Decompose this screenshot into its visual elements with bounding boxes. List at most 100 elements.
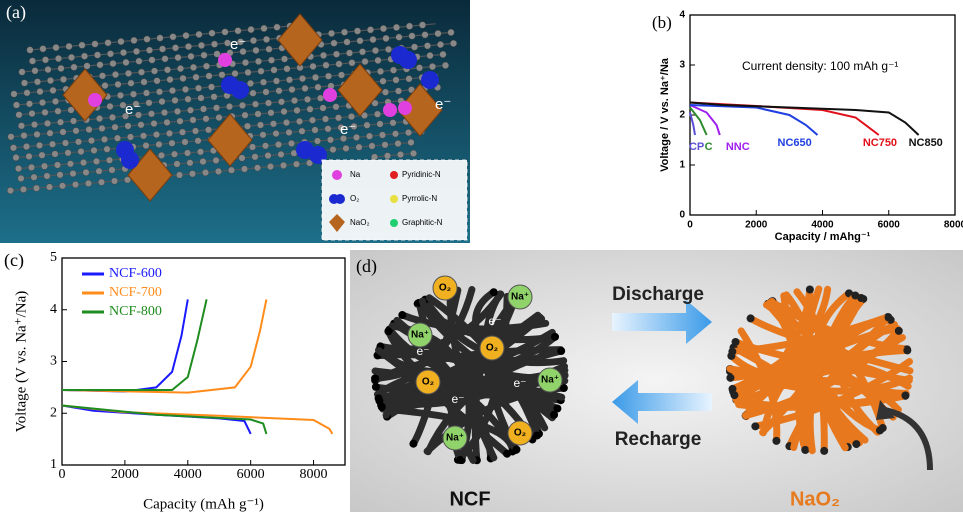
carbon-atom	[23, 89, 31, 97]
carbon-atom	[381, 88, 390, 96]
carbon-atom	[169, 33, 177, 41]
carbon-atom	[79, 159, 88, 167]
carbon-atom	[77, 148, 85, 156]
fiber-end	[409, 439, 418, 448]
carbon-atom	[168, 139, 176, 147]
nao2-crystal	[337, 63, 383, 117]
carbon-atom	[350, 122, 358, 130]
carbon-atom	[145, 99, 153, 107]
ncf-label: NCF	[449, 488, 490, 510]
carbon-atom	[148, 56, 156, 64]
carbon-atom	[212, 104, 221, 112]
carbon-atom	[43, 172, 51, 180]
carbon-atom	[87, 137, 96, 145]
carbon-atom	[355, 143, 363, 151]
legend-nao2	[329, 214, 345, 232]
electron-label: e⁻	[125, 101, 141, 118]
legend-label: Graphitic-N	[402, 218, 443, 227]
carbon-atom	[259, 131, 267, 139]
carbon-atom	[121, 112, 130, 120]
fiber-end	[728, 347, 737, 356]
carbon-atom	[394, 140, 402, 148]
carbon-atom	[155, 88, 164, 96]
carbon-atom	[277, 98, 286, 106]
legend-pyrrolic	[390, 195, 398, 203]
carbon-atom	[352, 133, 361, 141]
carbon-atom	[348, 59, 356, 67]
species-label: O₂	[514, 428, 526, 439]
carbon-atom	[293, 106, 301, 114]
carbon-atom	[25, 152, 33, 160]
fiber	[751, 358, 914, 430]
carbon-atom	[14, 165, 23, 173]
carbon-atom	[51, 150, 59, 158]
x-tick-label: 0	[687, 220, 693, 231]
carbon-atom	[181, 138, 189, 146]
carbon-atom	[303, 95, 312, 103]
fiber-end	[398, 311, 407, 320]
carbon-atom	[335, 60, 343, 68]
carbon-atom	[298, 75, 307, 83]
carbon-atom	[59, 75, 68, 83]
legend-label: Na	[350, 170, 361, 179]
carbon-atom	[330, 39, 338, 47]
carbon-atom	[163, 66, 172, 74]
carbon-atom	[311, 73, 320, 81]
carbon-atom	[57, 64, 65, 72]
na-ion	[323, 88, 337, 102]
carbon-atom	[371, 99, 379, 107]
carbon-atom	[264, 99, 273, 107]
carbon-atom	[104, 39, 112, 47]
carbon-atom	[143, 35, 151, 43]
carbon-atom	[46, 129, 54, 137]
carbon-atom	[67, 53, 76, 61]
carbon-atom	[210, 93, 218, 101]
carbon-atom	[295, 117, 304, 125]
carbon-atom	[322, 61, 330, 69]
carbon-atom	[282, 119, 291, 127]
carbon-atom	[370, 153, 379, 161]
carbon-atom	[347, 113, 356, 121]
o2-molecule	[399, 51, 417, 69]
carbon-atom	[358, 48, 367, 56]
carbon-atom	[326, 136, 335, 144]
carbon-atom	[298, 127, 306, 135]
carbon-atom	[28, 110, 36, 118]
carbon-atom	[324, 125, 332, 133]
fiber-end	[503, 449, 512, 458]
carbon-atom	[426, 52, 434, 60]
x-axis-label: Capacity / mAhg⁻¹	[775, 231, 871, 243]
fiber	[790, 291, 859, 451]
carbon-atom	[119, 101, 127, 109]
carbon-atom	[187, 52, 195, 60]
carbon-atom	[181, 85, 190, 93]
carbon-atom	[305, 159, 314, 167]
carbon-atom	[366, 26, 375, 34]
carbon-atom	[38, 99, 47, 107]
carbon-atom	[174, 54, 182, 62]
carbon-atom	[197, 94, 205, 102]
carbon-atom	[173, 160, 181, 168]
na-ion	[88, 93, 102, 107]
carbon-atom	[58, 182, 67, 190]
carbon-atom	[343, 38, 351, 46]
carbon-atom	[96, 61, 104, 69]
carbon-atom	[439, 50, 447, 58]
carbon-atom	[43, 119, 52, 127]
carbon-atom	[97, 178, 106, 186]
carbon-atom	[246, 79, 255, 87]
carbon-atom	[280, 55, 289, 63]
carbon-atom	[248, 143, 257, 151]
carbon-atom	[195, 30, 203, 38]
carbon-atom	[49, 86, 57, 94]
carbon-atom	[9, 144, 18, 152]
fiber-end	[875, 426, 884, 435]
carbon-atom	[192, 73, 200, 81]
carbon-atom	[27, 163, 36, 171]
fiber-end	[901, 391, 910, 400]
series-line	[689, 112, 696, 136]
fiber-end	[553, 404, 562, 413]
carbon-atom	[254, 57, 263, 65]
carbon-atom	[71, 181, 80, 189]
carbon-atom	[309, 62, 317, 70]
